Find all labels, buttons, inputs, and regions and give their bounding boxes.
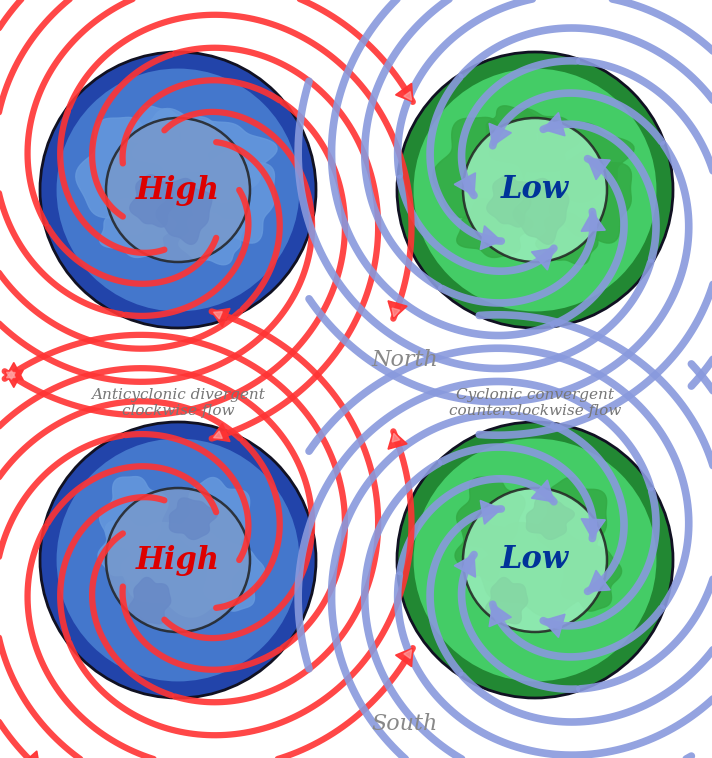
Polygon shape <box>396 648 413 667</box>
Polygon shape <box>489 604 511 627</box>
Polygon shape <box>587 158 610 180</box>
Circle shape <box>56 68 300 312</box>
Polygon shape <box>192 150 274 243</box>
Text: clockwise flow: clockwise flow <box>122 404 234 418</box>
Polygon shape <box>454 555 476 577</box>
Polygon shape <box>587 570 610 591</box>
Circle shape <box>397 52 673 328</box>
Polygon shape <box>169 498 217 540</box>
Polygon shape <box>480 500 501 525</box>
Polygon shape <box>526 498 575 540</box>
Text: counterclockwise flow: counterclockwise flow <box>449 404 621 418</box>
Polygon shape <box>388 431 407 449</box>
Polygon shape <box>211 423 230 441</box>
Polygon shape <box>478 522 607 617</box>
Circle shape <box>463 118 607 262</box>
Polygon shape <box>130 106 189 150</box>
Polygon shape <box>388 301 407 318</box>
Polygon shape <box>98 518 152 581</box>
Text: South: South <box>372 713 438 735</box>
Polygon shape <box>480 226 501 249</box>
Text: Anticyclonic divergent: Anticyclonic divergent <box>91 388 265 402</box>
Polygon shape <box>543 112 565 136</box>
Polygon shape <box>132 108 224 172</box>
Polygon shape <box>396 83 413 102</box>
Polygon shape <box>543 614 565 637</box>
Polygon shape <box>549 150 632 243</box>
Polygon shape <box>456 477 525 559</box>
Circle shape <box>414 439 656 681</box>
Polygon shape <box>404 650 412 659</box>
Text: Low: Low <box>501 544 569 575</box>
Circle shape <box>414 68 656 312</box>
Circle shape <box>463 488 607 632</box>
Circle shape <box>40 422 316 698</box>
Polygon shape <box>6 371 15 377</box>
Polygon shape <box>486 106 546 150</box>
Polygon shape <box>531 480 554 502</box>
Circle shape <box>56 439 300 681</box>
Polygon shape <box>100 199 176 258</box>
Polygon shape <box>454 173 476 196</box>
Text: North: North <box>372 349 439 371</box>
Polygon shape <box>5 362 23 380</box>
Polygon shape <box>392 308 399 317</box>
Polygon shape <box>433 117 533 235</box>
Polygon shape <box>531 248 554 270</box>
Text: Cyclonic convergent: Cyclonic convergent <box>456 388 614 402</box>
Circle shape <box>106 118 250 262</box>
Polygon shape <box>392 434 399 442</box>
Polygon shape <box>486 578 528 624</box>
Polygon shape <box>581 211 605 231</box>
Polygon shape <box>211 309 230 327</box>
Text: High: High <box>136 544 220 575</box>
Polygon shape <box>214 312 222 319</box>
Polygon shape <box>130 175 174 227</box>
Circle shape <box>106 488 250 632</box>
Polygon shape <box>129 578 171 624</box>
Polygon shape <box>489 108 580 172</box>
Polygon shape <box>214 431 222 438</box>
Polygon shape <box>513 178 569 244</box>
Polygon shape <box>179 213 244 265</box>
Polygon shape <box>179 478 250 565</box>
Polygon shape <box>404 92 412 100</box>
Polygon shape <box>487 175 530 227</box>
Polygon shape <box>6 372 15 380</box>
Circle shape <box>397 422 673 698</box>
Polygon shape <box>536 213 601 265</box>
Polygon shape <box>204 540 265 611</box>
Text: Low: Low <box>501 174 569 205</box>
Polygon shape <box>456 199 533 258</box>
Text: High: High <box>136 174 220 205</box>
Polygon shape <box>536 478 607 565</box>
Polygon shape <box>455 518 508 581</box>
Polygon shape <box>75 117 175 235</box>
Circle shape <box>40 52 316 328</box>
Polygon shape <box>517 120 634 202</box>
Polygon shape <box>5 370 23 387</box>
Polygon shape <box>100 477 168 559</box>
Polygon shape <box>156 178 212 244</box>
Polygon shape <box>22 751 40 758</box>
Polygon shape <box>561 540 622 611</box>
Polygon shape <box>489 124 511 146</box>
Polygon shape <box>581 518 605 538</box>
Polygon shape <box>121 522 251 617</box>
Polygon shape <box>160 120 277 202</box>
